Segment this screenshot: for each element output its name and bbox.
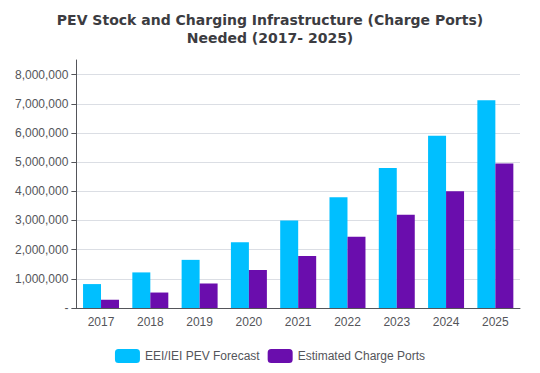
svg-text:5,000,000: 5,000,000 xyxy=(15,155,69,169)
svg-text:2017: 2017 xyxy=(88,315,115,329)
svg-text:Estimated Charge Ports: Estimated Charge Ports xyxy=(298,349,425,363)
svg-text:2018: 2018 xyxy=(137,315,164,329)
svg-text:8,000,000: 8,000,000 xyxy=(15,68,69,82)
svg-text:Needed (2017- 2025): Needed (2017- 2025) xyxy=(187,30,354,46)
svg-text:3,000,000: 3,000,000 xyxy=(15,213,69,227)
svg-text:6,000,000: 6,000,000 xyxy=(15,126,69,140)
svg-text:2025: 2025 xyxy=(482,315,509,329)
svg-text:2023: 2023 xyxy=(383,315,410,329)
svg-text:2,000,000: 2,000,000 xyxy=(15,243,69,257)
svg-text:PEV Stock and Charging Infrast: PEV Stock and Charging Infrastructure (C… xyxy=(57,12,483,28)
svg-text:2019: 2019 xyxy=(186,315,213,329)
svg-text:EEI/IEI PEV Forecast: EEI/IEI PEV Forecast xyxy=(145,349,260,363)
svg-text:2021: 2021 xyxy=(285,315,312,329)
svg-text:2020: 2020 xyxy=(236,315,263,329)
svg-text:-: - xyxy=(64,301,68,315)
svg-text:2022: 2022 xyxy=(334,315,361,329)
svg-text:1,000,000: 1,000,000 xyxy=(15,272,69,286)
svg-text:4,000,000: 4,000,000 xyxy=(15,184,69,198)
svg-text:7,000,000: 7,000,000 xyxy=(15,97,69,111)
svg-text:2024: 2024 xyxy=(433,315,460,329)
